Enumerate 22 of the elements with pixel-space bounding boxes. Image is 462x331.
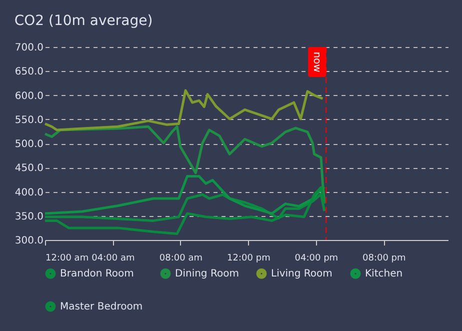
y-tick-label: 600.0 — [14, 90, 44, 102]
legend-label: Master Bedroom — [60, 302, 143, 312]
x-tick-label: 08:00 am — [159, 254, 203, 264]
ref-line-label: now — [311, 52, 322, 72]
legend-label: Living Room — [271, 268, 332, 280]
legend-label: Kitchen — [365, 268, 403, 280]
y-tick-label: 350.0 — [14, 211, 44, 222]
y-tick-label: 550.0 — [14, 114, 44, 126]
y-tick-label: 400.0 — [14, 187, 44, 198]
y-tick-label: 450.0 — [14, 163, 44, 174]
y-tick-label: 650.0 — [14, 66, 44, 78]
x-tick-label: 12:00 am — [46, 254, 89, 264]
x-tick-label: 12:00 pm — [227, 254, 270, 264]
y-tick-label: 300.0 — [14, 236, 44, 246]
y-tick-label: 500.0 — [14, 139, 44, 150]
x-tick-label: 08:00 pm — [362, 254, 406, 264]
x-tick-label: 04:00 am — [92, 254, 135, 264]
x-tick-label: 04:00 pm — [294, 254, 338, 264]
y-tick-label: 700.0 — [14, 42, 44, 54]
chart-title: CO2 (10m average) — [14, 13, 153, 29]
legend-label: Dining Room — [175, 268, 239, 280]
legend-label: Brandon Room — [60, 268, 134, 280]
